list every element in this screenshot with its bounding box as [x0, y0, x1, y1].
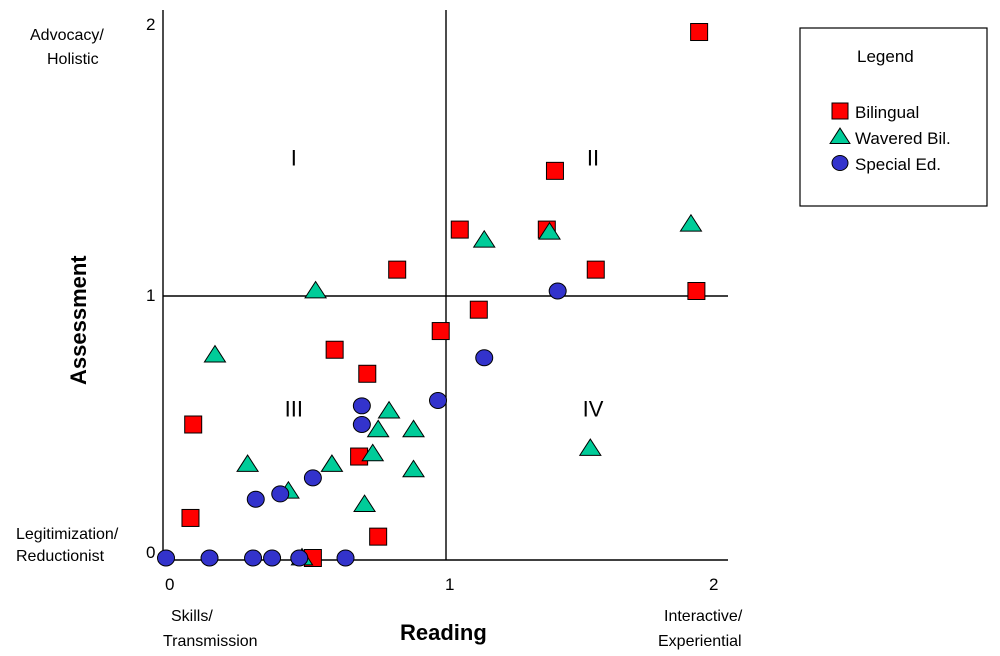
special-ed-point [290, 549, 309, 567]
bilingual-point [181, 508, 200, 527]
legend-square-icon [831, 102, 849, 120]
x-tick-label: 1 [445, 575, 454, 594]
special-ed-point [244, 549, 263, 567]
data-markers [157, 23, 709, 567]
quadrant-label: II [587, 146, 599, 171]
special-ed-point [303, 469, 322, 487]
y-low-label-line2: Reductionist [16, 548, 105, 565]
special-ed-point [246, 490, 265, 508]
legend-triangle-icon [829, 127, 851, 144]
bilingual-point [184, 415, 203, 434]
legend: Legend Bilingual Wavered Bil. Special Ed. [799, 27, 988, 207]
special-ed-point [263, 549, 282, 567]
special-ed-point [336, 549, 355, 567]
bilingual-point [369, 527, 388, 546]
x-axis-title: Reading [400, 620, 487, 645]
y-low-label-line1: Legitimization/ [16, 526, 119, 543]
wavered-bil-point [377, 400, 401, 419]
legend-box [799, 27, 988, 207]
bilingual-point [586, 260, 605, 279]
legend-label: Wavered Bil. [855, 129, 951, 148]
wavered-bil-point [538, 221, 561, 240]
special-ed-point [352, 397, 371, 415]
wavered-bil-point [366, 419, 390, 438]
y-tick-label: 2 [146, 15, 155, 34]
y-ticks: 2 1 0 [146, 15, 155, 562]
special-ed-point [475, 349, 494, 367]
bilingual-point [431, 322, 450, 341]
bilingual-point [325, 340, 344, 359]
quadrant-label: IV [583, 396, 604, 421]
wavered-bil-point [320, 454, 344, 472]
wavered-bil-point [203, 344, 227, 363]
wavered-bil-point [472, 229, 496, 248]
legend-circle-icon [831, 154, 849, 172]
bilingual-point [690, 23, 709, 42]
wavered-bil-point [402, 419, 425, 438]
x-low-label-line1: Skills/ [171, 608, 213, 625]
x-end-labels: Skills/ Transmission Interactive/ Experi… [163, 608, 743, 650]
special-ed-point [429, 391, 447, 409]
legend-title: Legend [857, 47, 914, 66]
x-ticks: 0 1 2 [165, 575, 718, 594]
wavered-bil-point [578, 438, 602, 456]
legend-items: Bilingual Wavered Bil. Special Ed. [829, 102, 951, 174]
special-ed-point [157, 549, 175, 567]
wavered-bil-point [402, 459, 425, 478]
special-ed-point [548, 282, 567, 300]
plot-frame [162, 10, 728, 561]
wavered-bil-point [236, 454, 260, 472]
wavered-bil-point [679, 213, 703, 232]
x-high-label-line2: Experiential [658, 633, 742, 650]
bilingual-point [450, 220, 469, 239]
bilingual-point [687, 282, 706, 300]
bilingual-point [388, 260, 407, 279]
special-ed-point [271, 485, 290, 503]
legend-label: Bilingual [855, 103, 919, 122]
y-axis-title: Assessment [66, 255, 91, 385]
bilingual-point [358, 364, 377, 383]
bilingual-point [469, 300, 488, 319]
x-tick-label: 0 [165, 575, 174, 594]
y-tick-label: 0 [146, 543, 155, 562]
wavered-bil-point [361, 443, 385, 462]
y-high-label-line1: Advocacy/ [30, 27, 104, 44]
x-tick-label: 2 [709, 575, 718, 594]
y-tick-label: 1 [146, 286, 155, 305]
special-ed-point [352, 416, 371, 433]
wavered-bil-point [304, 280, 328, 299]
bilingual-point [545, 161, 564, 180]
y-high-label-line2: Holistic [47, 51, 99, 68]
legend-label: Special Ed. [855, 155, 941, 174]
x-low-label-line2: Transmission [163, 633, 258, 650]
quadrant-label: I [291, 146, 297, 171]
special-ed-point [200, 549, 219, 567]
wavered-bil-point [353, 494, 377, 512]
y-end-labels: Advocacy/ Holistic Legitimization/ Reduc… [16, 27, 119, 565]
x-high-label-line1: Interactive/ [664, 608, 743, 625]
quadrant-label: III [285, 396, 303, 421]
